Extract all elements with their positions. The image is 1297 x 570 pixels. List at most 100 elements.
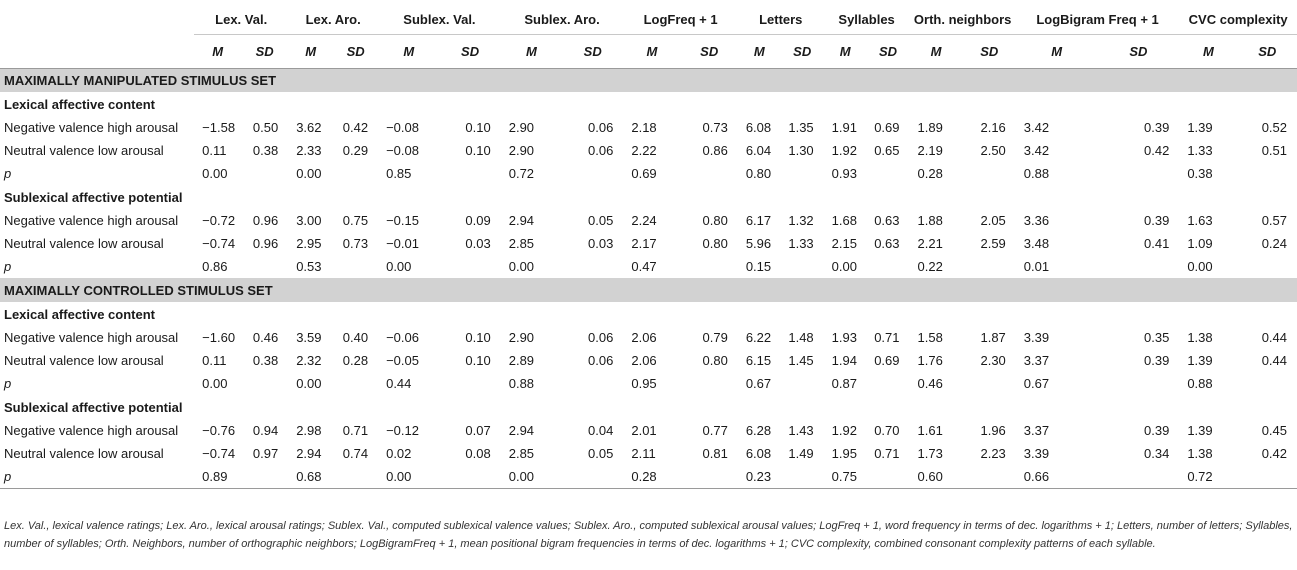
group-title: Lexical affective content [4,306,155,322]
p-value-cell: 0.44 [386,376,412,391]
mean-cell: 1.61 [917,423,943,438]
p-value-cell: 0.88 [508,376,535,391]
p-value-cell: 0.85 [386,166,412,181]
sd-cell: 0.06 [588,353,614,368]
column-header: Orth. neighbors [909,6,1016,35]
sd-cell: 0.28 [342,353,369,368]
sd-cell: 0.03 [465,236,491,251]
p-value-cell: 0.46 [917,376,943,391]
empty-cell [562,255,623,278]
mean-cell: −0.01 [386,236,419,251]
sd-cell: 2.05 [980,213,1006,228]
mean-cell: 1.95 [831,446,857,461]
section-header-row: MAXIMALLY MANIPULATED STIMULUS SET [0,68,1297,92]
sd-cell: 0.65 [874,143,900,158]
empty-cell [562,372,623,395]
mean-cell: 2.90 [508,143,535,158]
sd-cell: 2.59 [980,236,1006,251]
p-value-cell: 0.23 [737,465,781,489]
p-value-cell: 0.53 [296,259,322,274]
sd-cell: 0.07 [465,423,491,438]
mean-cell: 2.01 [631,423,657,438]
sd-cell: 0.10 [465,330,491,345]
mean-cell: 6.04 [745,143,772,158]
p-label: p [4,376,12,391]
table-row: Negative valence high arousal −0.76 0.94 2.… [0,419,1297,442]
sd-header: SD [1097,34,1180,69]
sd-header: SD [241,34,289,69]
sd-cell: 0.96 [252,236,279,251]
empty-cell [439,372,500,395]
p-value-cell: 0.60 [909,465,963,489]
p-value-cell: 0.80 [745,166,772,181]
row-label: Neutral valence low arousal [4,353,164,368]
mean-cell: 1.91 [831,120,857,135]
mean-cell: 6.08 [745,120,772,135]
table-row: Negative valence high arousal −1.60 0.46 3.… [0,326,1297,349]
mean-cell: 3.39 [1023,446,1050,461]
mean-cell: 2.85 [508,446,535,461]
empty-cell [781,255,824,278]
sd-cell: 0.71 [342,423,369,438]
p-value-cell: 0.88 [1187,376,1213,391]
section-title: MAXIMALLY CONTROLLED STIMULUS SET [0,278,1297,302]
mean-cell: 0.11 [202,143,227,158]
p-value-cell: 0.67 [1023,376,1050,391]
header-corner [0,6,194,34]
group-title: Lexical affective content [4,96,155,112]
p-value-cell: 0.00 [202,376,228,391]
header-corner [0,34,195,69]
empty-cell [1098,372,1180,395]
mean-cell: −0.12 [386,423,419,438]
p-value-cell: 0.69 [631,166,657,181]
mean-cell: 1.63 [1187,213,1213,228]
sd-cell: 0.10 [465,143,491,158]
stimulus-statistics-table: Lex. Val. Lex. Aro. Sublex. Val. Sublex. Ar… [0,6,1297,489]
p-value-cell: 0.00 [296,376,322,391]
mean-cell: 2.06 [631,330,657,345]
sd-cell: 0.03 [588,236,614,251]
empty-cell [867,162,910,185]
mean-cell: 3.36 [1023,213,1050,228]
sd-cell: 0.51 [1261,143,1287,158]
mean-cell: 2.22 [631,143,657,158]
sd-cell: 0.80 [702,353,728,368]
mean-cell: 2.11 [631,446,656,461]
sd-cell: 1.49 [788,446,814,461]
sd-cell: 1.32 [788,213,814,228]
sd-cell: 0.06 [588,330,614,345]
mean-cell: 6.15 [745,353,772,368]
mean-cell: −0.05 [386,353,419,368]
sd-cell: 0.38 [252,143,279,158]
table-row: Neutral valence low arousal −0.74 0.96 2.95… [0,232,1297,255]
sd-cell: 0.39 [1144,353,1170,368]
sd-cell: 0.86 [702,143,728,158]
mean-cell: 3.59 [296,330,322,345]
mean-cell: −0.08 [386,143,419,158]
sd-cell: 2.30 [980,353,1006,368]
sd-cell: 1.96 [980,423,1006,438]
column-header: LogFreq + 1 [623,6,738,35]
empty-cell [241,255,288,278]
sd-header: SD [333,34,379,69]
p-value-cell: 0.72 [1179,465,1238,489]
mean-cell: 2.19 [917,143,943,158]
sd-cell: 0.94 [252,423,279,438]
mean-header: M [623,34,681,69]
mean-cell: −1.60 [202,330,236,345]
p-value-cell: 0.66 [1015,465,1098,489]
mean-cell: 2.94 [508,423,535,438]
empty-cell [867,372,910,395]
sd-cell: 0.77 [702,423,728,438]
sd-header: SD [866,34,910,69]
empty-cell [333,465,379,489]
sd-cell: 0.06 [588,120,614,135]
mean-cell: 6.17 [745,213,772,228]
p-label: p [4,259,12,274]
mean-cell: 3.39 [1023,330,1050,345]
empty-cell [1238,162,1297,185]
sd-cell: 0.42 [1261,446,1287,461]
sd-cell: 0.97 [252,446,279,461]
sd-cell: 1.48 [788,330,814,345]
sd-cell: 0.80 [702,236,728,251]
